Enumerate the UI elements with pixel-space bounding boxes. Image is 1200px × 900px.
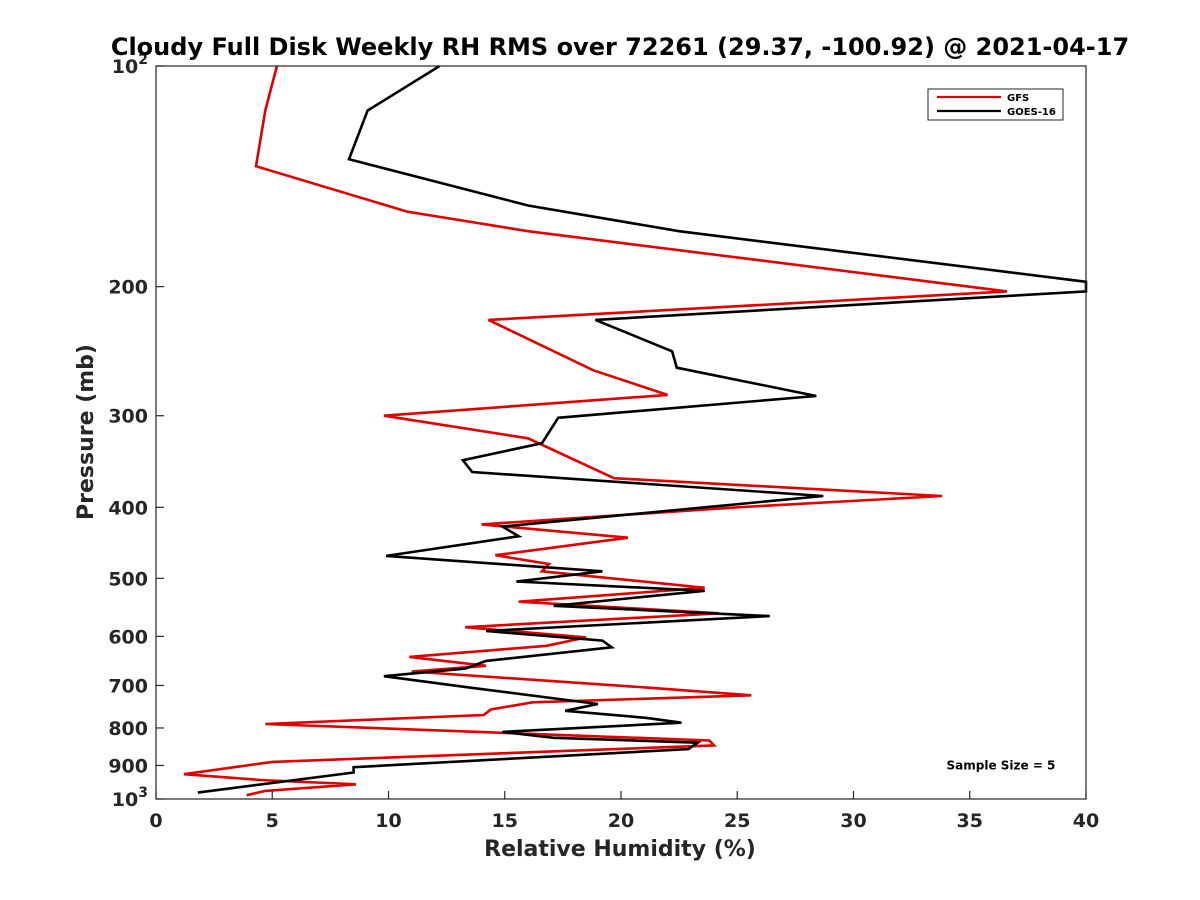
y-tick-exponent: 2 — [138, 52, 148, 68]
x-tick-label: 35 — [957, 810, 983, 832]
series-line-goes16 — [197, 64, 1088, 794]
x-tick-label: 20 — [608, 810, 634, 832]
y-tick-label: 300 — [108, 406, 148, 428]
y-tick-label: 500 — [108, 568, 148, 590]
legend-label-gfs: GFS — [1007, 93, 1029, 104]
y-tick-label: 400 — [108, 497, 148, 519]
plot-frame — [155, 65, 1087, 800]
y-tick-label: 103 — [112, 785, 148, 811]
y-tick-label: 900 — [108, 755, 148, 777]
legend: GFS GOES-16 — [927, 88, 1064, 121]
series-line-gfs — [183, 65, 1008, 797]
y-axis-label: Pressure (mb) — [74, 344, 99, 520]
x-tick-label: 0 — [149, 810, 162, 832]
y-tick-label: 700 — [108, 675, 148, 697]
chart-title: Cloudy Full Disk Weekly RH RMS over 7226… — [111, 33, 1129, 61]
x-tick-label: 15 — [492, 810, 518, 832]
y-tick-label: 200 — [108, 277, 148, 299]
legend-label-goes16: GOES-16 — [1007, 107, 1056, 118]
x-axis-label: Relative Humidity (%) — [484, 837, 756, 862]
y-tick-label: 600 — [108, 626, 148, 648]
x-axis-ticks: 0 5 10 15 20 25 30 35 40 — [149, 791, 1099, 832]
y-tick-label: 800 — [108, 718, 148, 740]
x-tick-label: 10 — [375, 810, 401, 832]
x-tick-label: 5 — [266, 810, 279, 832]
legend-box — [927, 88, 1064, 121]
x-tick-label: 40 — [1073, 810, 1099, 832]
y-tick-exponent: 3 — [138, 785, 148, 801]
x-tick-label: 25 — [724, 810, 750, 832]
series-layer — [183, 64, 1088, 797]
x-tick-label: 30 — [840, 810, 866, 832]
sample-size-annotation: Sample Size = 5 — [947, 759, 1056, 773]
